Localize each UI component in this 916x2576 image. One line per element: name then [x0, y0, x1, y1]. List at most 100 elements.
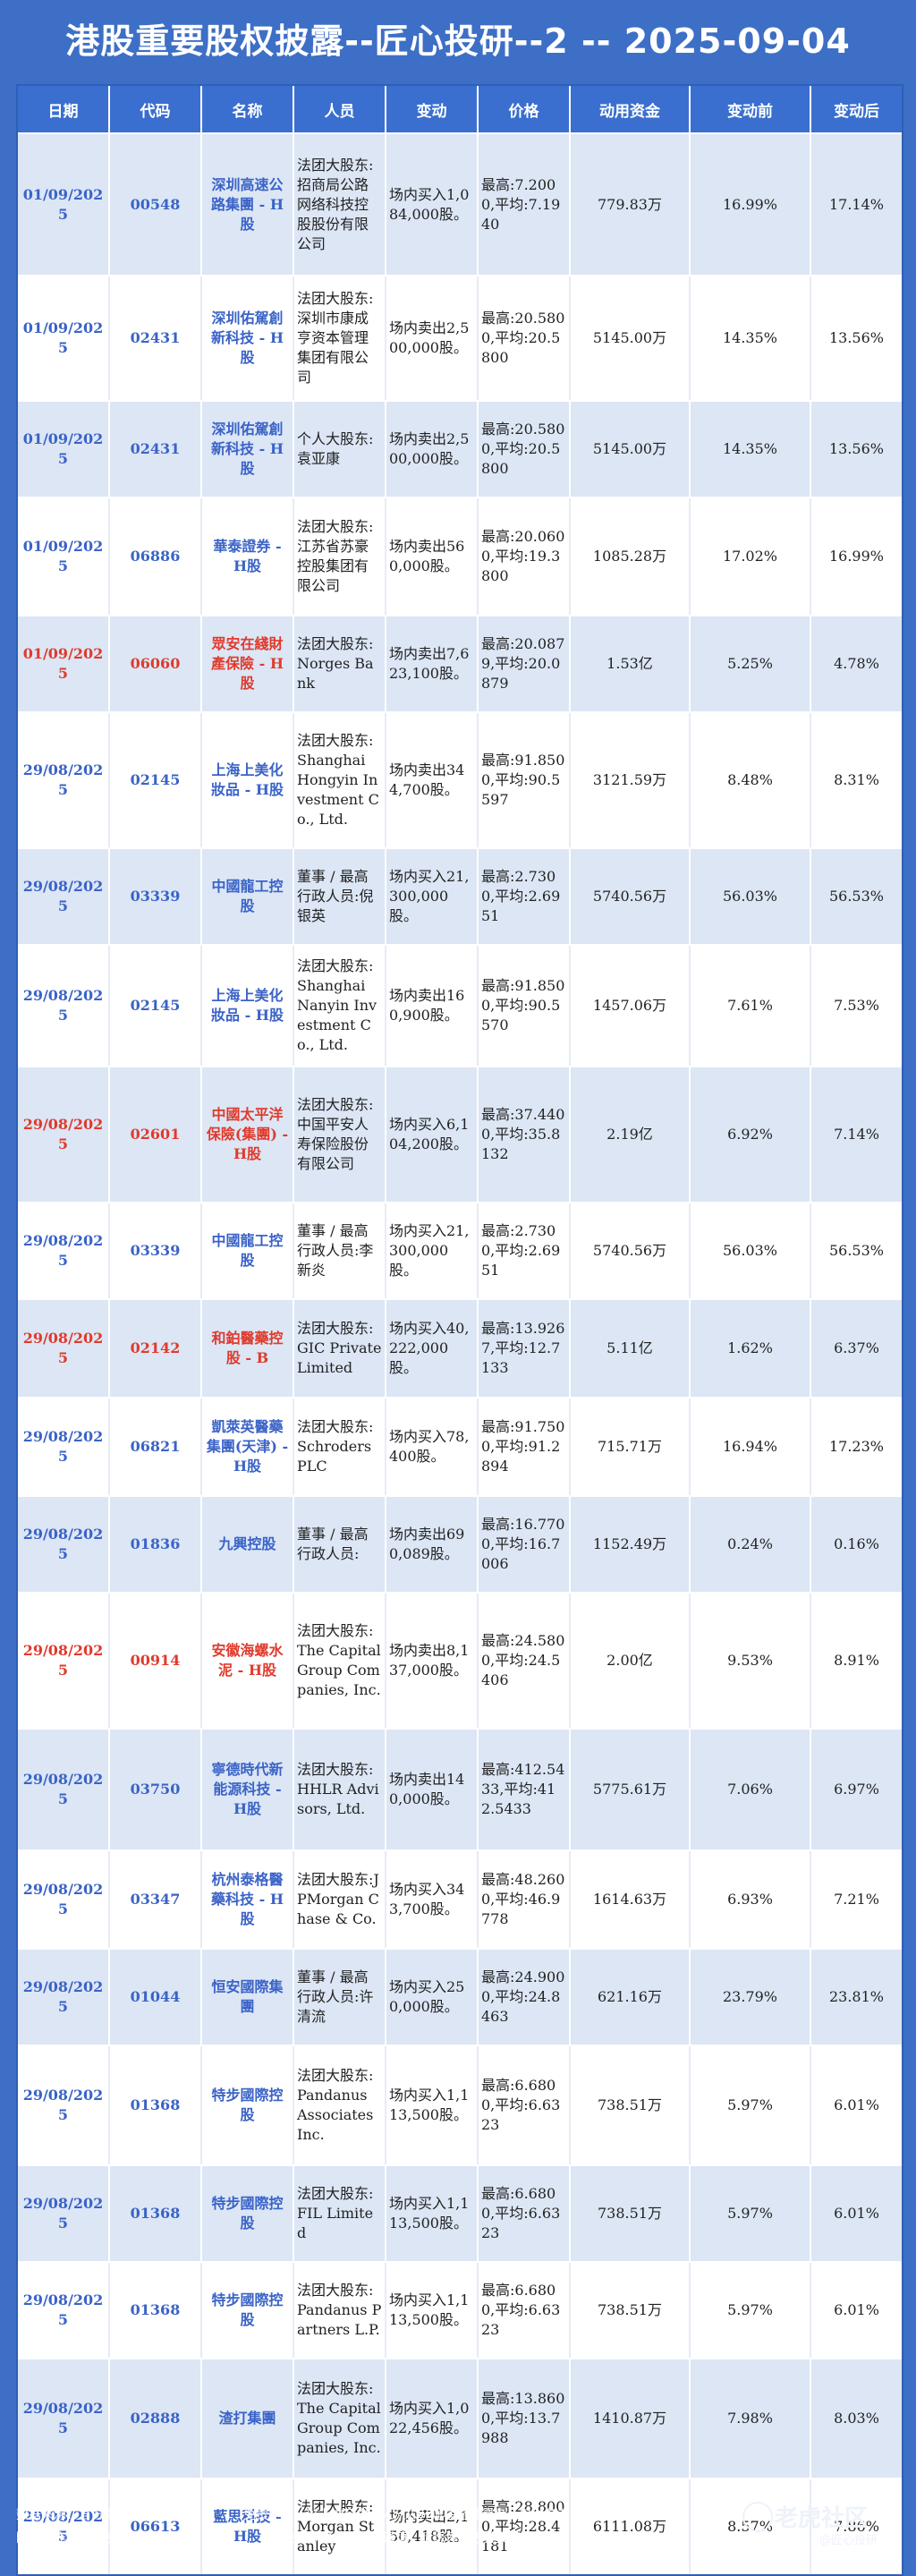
after-cell: 13.56% — [828, 440, 884, 457]
before-cell: 23.79% — [691, 1950, 811, 2045]
change-cell: 场内买入40,222,000股。 — [386, 1300, 479, 1397]
after-cell: 7.21% — [834, 1891, 879, 1908]
funds-cell: 738.51万 — [571, 2263, 691, 2358]
date-cell: 29/08/2025 — [18, 713, 110, 847]
date-cell: 29/08/2025 — [18, 946, 110, 1066]
after-cell: 6.01% — [834, 2301, 879, 2318]
funds-cell: 5145.00万 — [571, 276, 691, 400]
price-cell: 最高:24.9000,平均:24.8463 — [479, 1950, 571, 2045]
code-cell: 01836 — [110, 1497, 202, 1592]
name-cell: 渣打集團 — [202, 2359, 294, 2478]
before-cell: 17.02% — [691, 498, 811, 615]
funds-cell: 1085.28万 — [571, 498, 691, 615]
date-cell: 29/08/2025 — [18, 1594, 110, 1728]
funds-cell: 779.83万 — [571, 134, 691, 275]
after-cell: 17.14% — [828, 195, 884, 213]
change-cell: 场内卖出140,000股。 — [386, 1730, 479, 1849]
before-cell: 56.03% — [691, 1203, 811, 1298]
person-cell: 法团大股东:Pandanus Partners L.P. — [294, 2263, 386, 2358]
table-row: 01/09/2025 02431 深圳佑駕創新科技 - H股 个人大股东:袁亚康 场内卖… — [18, 400, 902, 497]
change-cell: 场内卖出7,623,100股。 — [386, 616, 479, 711]
date-cell: 01/09/2025 — [18, 402, 110, 497]
date-cell: 29/08/2025 — [18, 1203, 110, 1298]
after-cell: 23.81% — [828, 1988, 884, 2005]
funds-cell: 5.11亿 — [571, 1300, 691, 1397]
person-cell: 法团大股东:Morgan Stanley — [294, 2479, 386, 2574]
price-cell: 最高:20.0600,平均:19.3800 — [479, 498, 571, 615]
person-cell: 董事 / 最高行政人员:倪银英 — [294, 849, 386, 944]
funds-cell: 5740.56万 — [571, 849, 691, 944]
person-cell: 法团大股东:Norges Bank — [294, 616, 386, 711]
table-row: 29/08/2025 03750 寧德時代新能源科技 - H股 法团大股东:HHLR … — [18, 1728, 902, 1849]
name-cell: 深圳佑駕創新科技 - H股 — [202, 402, 294, 497]
price-cell: 最高:20.0879,平均:20.0879 — [479, 616, 571, 711]
person-cell: 法团大股东:HHLR Advisors, Ltd. — [294, 1730, 386, 1849]
after-cell: 6.01% — [834, 2205, 879, 2222]
table-row: 01/09/2025 02431 深圳佑駕創新科技 - H股 法团大股东:深圳市康成亨… — [18, 275, 902, 400]
funds-cell: 5145.00万 — [571, 402, 691, 497]
name-cell: 中國龍工控股 — [202, 1203, 294, 1298]
name-cell: 深圳佑駕創新科技 - H股 — [202, 276, 294, 400]
table-row: 29/08/2025 01044 恒安國際集團 董事 / 最高行政人员:许清流 场内买入… — [18, 1948, 902, 2045]
code-cell: 00548 — [110, 134, 202, 275]
before-cell: 14.35% — [691, 276, 811, 400]
change-cell: 场内买入1,113,500股。 — [386, 2046, 479, 2164]
funds-cell: 715.71万 — [571, 1399, 691, 1495]
table-row: 29/08/2025 06821 凱萊英醫藥集團(天津) - H股 法团大股东:Sch… — [18, 1397, 902, 1495]
date-cell: 29/08/2025 — [18, 2359, 110, 2478]
name-cell: 華泰證券 - H股 — [202, 498, 294, 615]
after-cell: 4.78% — [834, 655, 879, 672]
code-cell: 06821 — [110, 1399, 202, 1495]
after-cell: 56.53% — [828, 1242, 884, 1259]
price-cell: 最高:16.7700,平均:16.7006 — [479, 1497, 571, 1592]
after-cell: 0.16% — [834, 1535, 879, 1552]
change-cell: 场内买入343,700股。 — [386, 1851, 479, 1948]
table-row: 29/08/2025 02145 上海上美化妝品 - H股 法团大股东:Shangha… — [18, 944, 902, 1066]
after-cell: 7.14% — [834, 1126, 879, 1143]
before-cell: 16.99% — [691, 134, 811, 275]
person-cell: 法团大股东:Shanghai Hongyin Investment Co., L… — [294, 713, 386, 847]
name-cell: 杭州泰格醫藥科技 - H股 — [202, 1851, 294, 1948]
after-cell: 56.53% — [828, 888, 884, 905]
person-cell: 法团大股东:深圳市康成亨资本管理集团有限公司 — [294, 276, 386, 400]
date-cell: 29/08/2025 — [18, 1730, 110, 1849]
code-cell: 06060 — [110, 616, 202, 711]
change-cell: 场内买入250,000股。 — [386, 1950, 479, 2045]
person-cell: 董事 / 最高行政人员:许清流 — [294, 1950, 386, 2045]
person-cell: 法团大股东:中国平安人寿保险股份有限公司 — [294, 1067, 386, 1202]
tiger-logo-icon — [742, 2502, 773, 2532]
name-cell: 上海上美化妝品 - H股 — [202, 946, 294, 1066]
table-row: 01/09/2025 00548 深圳高速公路集團 - H股 法团大股东:招商局公路网… — [18, 132, 902, 275]
price-cell: 最高:28.8000,平均:28.4181 — [479, 2479, 571, 2574]
after-cell: 6.97% — [834, 1781, 879, 1798]
price-cell: 最高:2.7300,平均:2.6951 — [479, 849, 571, 944]
table-row: 29/08/2025 02145 上海上美化妝品 - H股 法团大股东:Shangha… — [18, 711, 902, 847]
brand-watermark: 老虎社区 — [775, 2505, 869, 2532]
page-title: 港股重要股权披露--匠心投研--2 -- 2025-09-04 — [65, 21, 851, 61]
name-cell: 凱萊英醫藥集團(天津) - H股 — [202, 1399, 294, 1495]
header-code: 代码 — [110, 86, 202, 132]
table-row: 29/08/2025 00914 安徽海螺水泥 - H股 法团大股东:The Capi… — [18, 1592, 902, 1728]
funds-cell: 5740.56万 — [571, 1203, 691, 1298]
change-cell: 场内买入78,400股。 — [386, 1399, 479, 1495]
date-cell: 29/08/2025 — [18, 1950, 110, 2045]
table-row: 29/08/2025 03339 中國龍工控股 董事 / 最高行政人员:李新炎 场内买入… — [18, 1202, 902, 1298]
date-cell: 01/09/2025 — [18, 134, 110, 275]
funds-cell: 738.51万 — [571, 2046, 691, 2164]
funds-cell: 2.00亿 — [571, 1594, 691, 1728]
change-cell: 场内买入1,113,500股。 — [386, 2166, 479, 2261]
funds-cell: 1614.63万 — [571, 1851, 691, 1948]
after-cell: 7.53% — [834, 997, 879, 1014]
funds-cell: 621.16万 — [571, 1950, 691, 2045]
price-cell: 最高:2.7300,平均:2.6951 — [479, 1203, 571, 1298]
code-cell: 01044 — [110, 1950, 202, 2045]
change-cell: 场内买入1,113,500股。 — [386, 2263, 479, 2358]
funds-cell: 3121.59万 — [571, 713, 691, 847]
person-cell: 法团大股东:Shanghai Nanyin Investment Co., Lt… — [294, 946, 386, 1066]
funds-cell: 5775.61万 — [571, 1730, 691, 1849]
person-cell: 法团大股东:Pandanus Associates Inc. — [294, 2046, 386, 2164]
after-cell: 16.99% — [828, 548, 884, 565]
date-cell: 29/08/2025 — [18, 2479, 110, 2574]
funds-cell: 1.53亿 — [571, 616, 691, 711]
header-change: 变动 — [386, 86, 479, 132]
